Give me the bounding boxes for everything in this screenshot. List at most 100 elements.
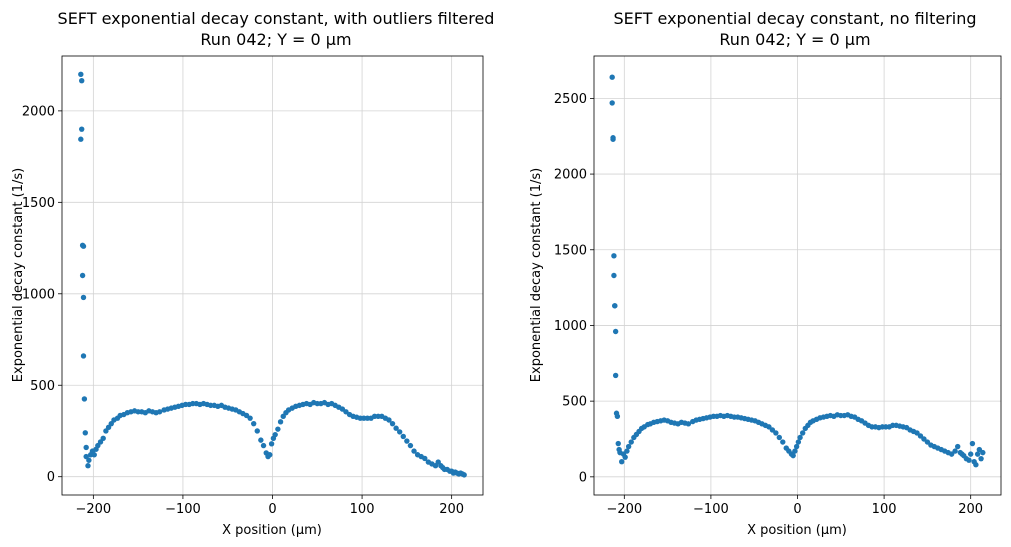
data-point xyxy=(85,463,91,469)
chart-no-filtering: SEFT exponential decay constant, no filt… xyxy=(529,9,1002,538)
x-tick-label: −100 xyxy=(165,502,201,517)
data-point xyxy=(614,413,621,419)
data-point xyxy=(625,443,632,450)
y-axis-label: Exponential decay constant (1/s) xyxy=(529,168,544,382)
data-point xyxy=(91,452,97,458)
data-point xyxy=(396,429,403,435)
data-point xyxy=(978,455,984,462)
data-point xyxy=(612,303,618,309)
data-point xyxy=(258,437,264,443)
data-point xyxy=(267,452,273,458)
data-point xyxy=(967,451,974,457)
data-point xyxy=(973,462,979,468)
data-point xyxy=(776,434,783,441)
data-point xyxy=(86,457,92,463)
data-point xyxy=(80,353,87,359)
data-point xyxy=(615,440,621,447)
data-point xyxy=(82,430,88,436)
data-point xyxy=(793,443,800,450)
data-point xyxy=(422,455,428,462)
data-point xyxy=(250,420,257,427)
data-point xyxy=(275,426,281,432)
data-point xyxy=(272,431,278,438)
y-tick-label: 2500 xyxy=(554,92,587,107)
chart-filtered: SEFT exponential decay constant, with ou… xyxy=(11,9,494,538)
y-tick-label: 0 xyxy=(47,470,55,485)
data-point xyxy=(955,443,961,450)
data-point xyxy=(386,417,392,423)
x-tick-label: −100 xyxy=(693,502,729,517)
y-tick-label: 1000 xyxy=(22,287,55,302)
data-point xyxy=(792,448,798,454)
data-point xyxy=(685,421,692,427)
x-tick-label: 100 xyxy=(350,502,375,517)
data-point xyxy=(404,438,410,444)
data-point xyxy=(277,419,284,425)
data-point xyxy=(79,272,86,279)
data-point xyxy=(619,458,625,465)
y-tick-label: 500 xyxy=(562,395,587,410)
x-axis-label: X position (µm) xyxy=(222,523,322,538)
x-tick-label: 100 xyxy=(872,502,897,517)
x-tick-label: 200 xyxy=(958,502,983,517)
grid xyxy=(62,56,483,495)
data-point xyxy=(612,372,619,379)
y-tick-label: 500 xyxy=(30,379,55,394)
scatter-points xyxy=(609,74,986,468)
data-point xyxy=(622,454,628,460)
x-tick-label: −200 xyxy=(75,502,111,517)
y-tick-label: 0 xyxy=(579,470,587,485)
data-point xyxy=(609,100,615,106)
data-point xyxy=(407,442,414,449)
data-point xyxy=(268,441,275,447)
data-point xyxy=(797,434,803,441)
data-point xyxy=(79,77,85,84)
chart-title-line2: Run 042; Y = 0 µm xyxy=(200,30,351,49)
data-point xyxy=(610,136,616,142)
data-point xyxy=(79,126,85,132)
data-point xyxy=(400,433,406,440)
x-tick-label: 0 xyxy=(268,502,276,517)
data-point xyxy=(966,457,972,463)
data-point xyxy=(81,396,88,402)
x-axis-label: X position (µm) xyxy=(747,523,847,538)
data-point xyxy=(389,420,396,427)
x-tick-label: 200 xyxy=(439,502,464,517)
chart-title-line2: Run 042; Y = 0 µm xyxy=(719,30,870,49)
data-point xyxy=(790,452,796,459)
chart-title-line1: SEFT exponential decay constant, with ou… xyxy=(58,9,495,28)
chart-title-line1: SEFT exponential decay constant, no filt… xyxy=(613,9,976,28)
data-point xyxy=(254,428,260,434)
data-point xyxy=(795,439,802,445)
y-tick-label: 2000 xyxy=(554,168,587,183)
data-point xyxy=(628,439,634,445)
data-point xyxy=(80,294,87,301)
data-point xyxy=(799,430,806,436)
data-point xyxy=(609,74,615,80)
scatter-points xyxy=(78,71,467,478)
data-point xyxy=(611,253,617,259)
data-point xyxy=(156,409,163,415)
data-point xyxy=(247,415,253,421)
data-point xyxy=(393,425,399,431)
data-point xyxy=(100,435,106,441)
y-tick-label: 2000 xyxy=(22,104,55,119)
data-point xyxy=(461,472,467,478)
data-point xyxy=(969,440,976,447)
grid xyxy=(594,56,1001,495)
y-tick-label: 1000 xyxy=(554,319,587,334)
data-point xyxy=(411,448,417,454)
data-point xyxy=(260,442,267,449)
data-point xyxy=(624,448,630,454)
data-point xyxy=(980,449,986,456)
x-tick-label: 0 xyxy=(793,502,801,517)
data-point xyxy=(611,272,617,279)
data-point xyxy=(773,430,779,436)
data-point xyxy=(974,451,981,457)
x-tick-label: −200 xyxy=(606,502,642,517)
y-axis-label: Exponential decay constant (1/s) xyxy=(11,168,26,382)
